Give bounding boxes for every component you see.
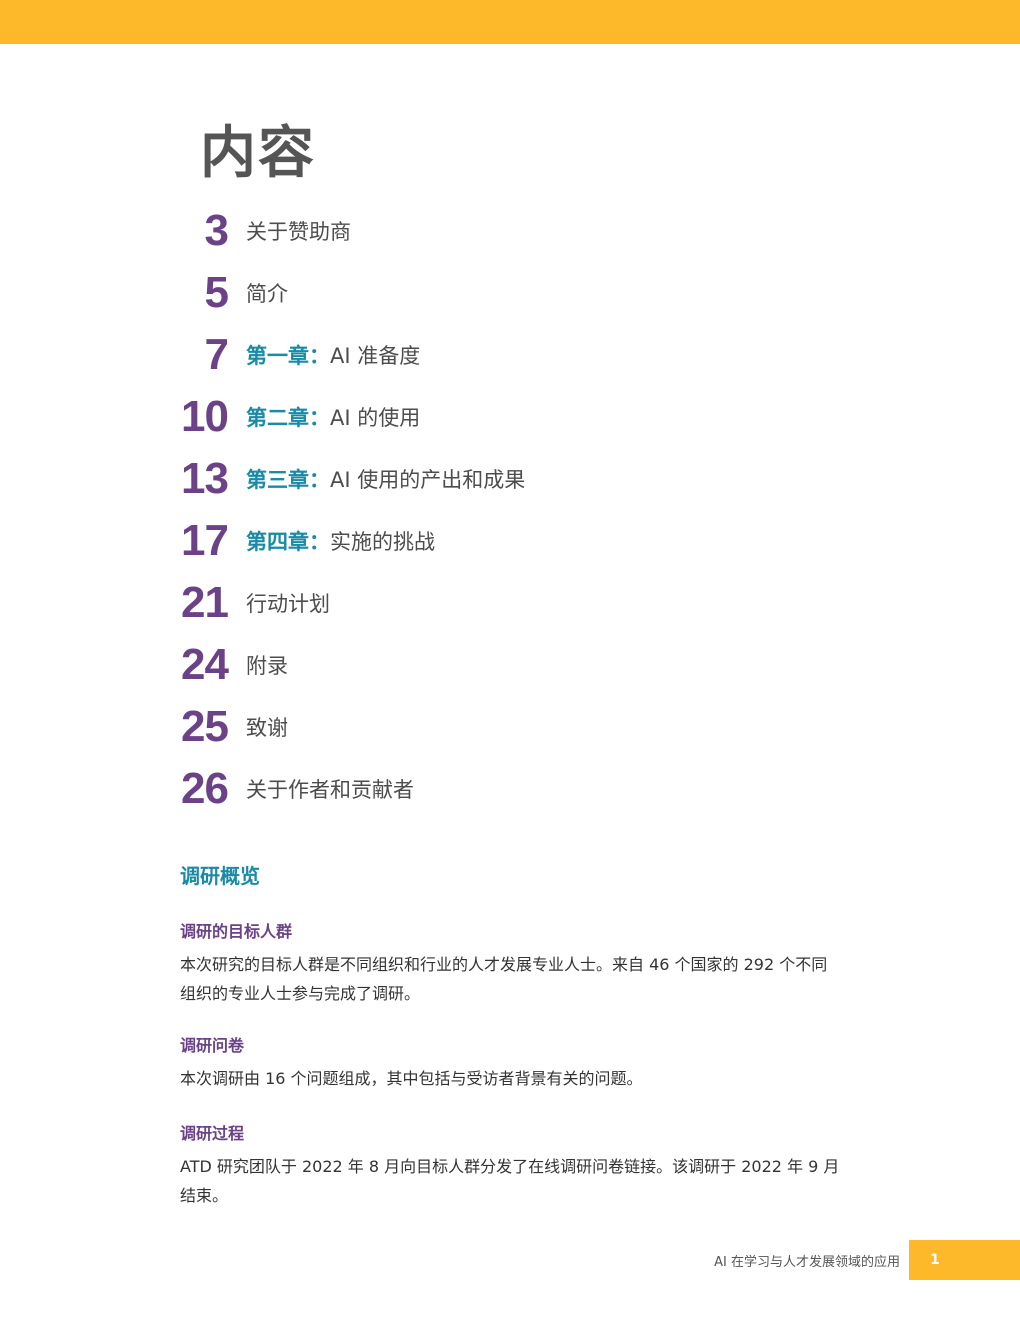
toc-entry[interactable]: 26 关于作者和贡献者 (150, 758, 414, 820)
toc-chapter-label: 第四章： (246, 530, 330, 554)
toc-title: 附录 (246, 654, 288, 678)
page-title: 内容 (200, 121, 316, 186)
survey-target-text: 本次研究的目标人群是不同组织和行业的人才发展专业人士。来自 46 个国家的 29… (180, 955, 828, 1003)
toc-page-number: 21 (181, 578, 229, 627)
toc-title: AI 的使用 (330, 406, 421, 430)
toc-page-number: 25 (181, 702, 229, 751)
toc-chapter-label: 第三章： (246, 468, 330, 492)
toc-entry[interactable]: 21 行动计划 (150, 572, 330, 634)
survey-overview-heading: 调研概览 (180, 864, 260, 888)
toc-entry[interactable]: 5 简介 (150, 262, 288, 324)
top-accent-bar (0, 0, 1020, 44)
toc-title: 关于作者和贡献者 (246, 778, 414, 802)
toc-entry[interactable]: 3 关于赞助商 (150, 200, 351, 262)
toc-page-number: 26 (181, 764, 229, 813)
toc-label: 第四章：实施的挑战 (246, 526, 435, 556)
toc-page-number: 7 (204, 330, 229, 379)
survey-questionnaire-text: 本次调研由 16 个问题组成，其中包括与受访者背景有关的问题。 (180, 1069, 643, 1088)
toc-label: 致谢 (246, 712, 288, 742)
toc-label: 简介 (246, 278, 288, 308)
toc-label: 第二章：AI 的使用 (246, 402, 420, 432)
toc-page-number: 13 (181, 454, 229, 503)
toc-entry[interactable]: 13 第三章：AI 使用的产出和成果 (150, 448, 525, 510)
survey-process-heading: 调研过程 (180, 1124, 245, 1143)
toc-label: 关于作者和贡献者 (246, 774, 414, 804)
toc-title: AI 使用的产出和成果 (330, 468, 526, 492)
toc-title: 关于赞助商 (246, 220, 351, 244)
toc-chapter-label: 第一章： (246, 344, 330, 368)
toc-page-number: 5 (204, 268, 229, 317)
survey-questionnaire-heading: 调研问卷 (180, 1036, 245, 1055)
survey-process-text: ATD 研究团队于 2022 年 8 月向目标人群分发了在线调研问卷链接。该调研… (180, 1157, 840, 1205)
toc-label: 关于赞助商 (246, 216, 351, 246)
toc-title: 行动计划 (246, 592, 330, 616)
toc-page-number: 3 (204, 206, 229, 255)
toc-entry[interactable]: 7 第一章：AI 准备度 (150, 324, 421, 386)
footer-page-number: 1 (909, 1240, 1020, 1280)
toc-label: 行动计划 (246, 588, 330, 618)
toc-entry[interactable]: 10 第二章：AI 的使用 (150, 386, 420, 448)
toc-label: 第一章：AI 准备度 (246, 340, 420, 370)
survey-target-heading: 调研的目标人群 (180, 922, 293, 941)
footer-report-title: AI 在学习与人才发展领域的应用 (714, 1255, 900, 1270)
toc-label: 第三章：AI 使用的产出和成果 (246, 464, 525, 494)
toc-title: AI 准备度 (330, 344, 421, 368)
toc-entry[interactable]: 24 附录 (150, 634, 288, 696)
toc-title: 实施的挑战 (330, 530, 435, 554)
toc-chapter-label: 第二章： (246, 406, 330, 430)
toc-label: 附录 (246, 650, 288, 680)
toc-page-number: 10 (181, 392, 229, 441)
toc-page-number: 24 (181, 640, 229, 689)
toc-page-number: 17 (181, 516, 229, 565)
toc-entry[interactable]: 17 第四章：实施的挑战 (150, 510, 435, 572)
toc-title: 致谢 (246, 716, 288, 740)
toc-entry[interactable]: 25 致谢 (150, 696, 288, 758)
toc-title: 简介 (246, 282, 288, 306)
